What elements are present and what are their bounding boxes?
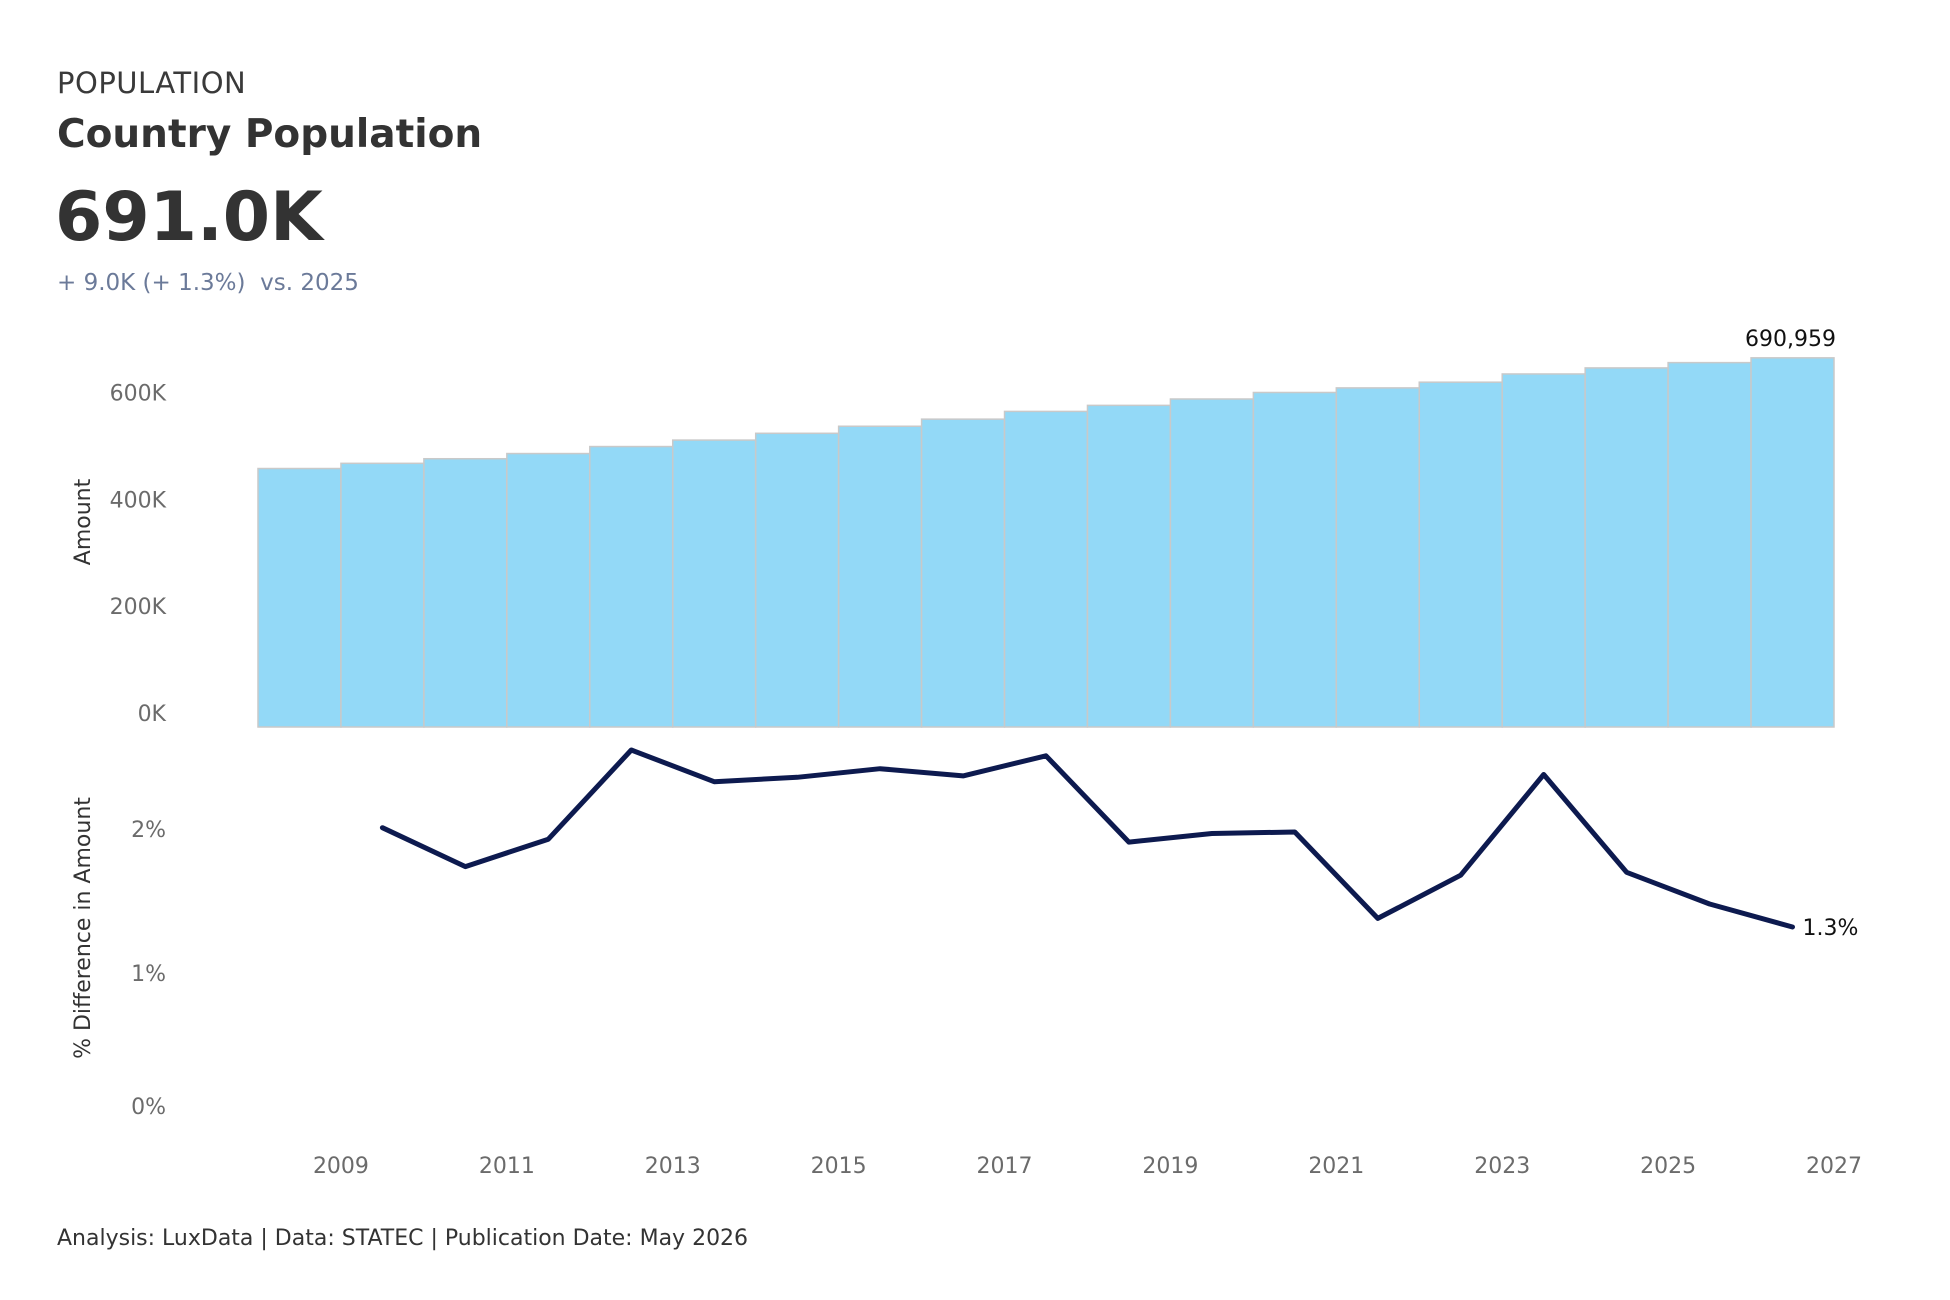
bar-ytick-label: 400K (110, 488, 167, 513)
bar-2026 (1750, 357, 1835, 728)
bar-2018 (1086, 404, 1172, 728)
bar-ytick-label: 0K (138, 702, 167, 727)
bar-2010 (423, 457, 508, 728)
bar-2015 (837, 425, 923, 728)
chart-kicker: POPULATION (57, 66, 247, 100)
kpi-delta-compare: vs. 2025 (260, 270, 359, 296)
x-tick-label: 2025 (1640, 1154, 1696, 1179)
kpi-value: 691.0K (55, 178, 323, 257)
bar-2009 (340, 462, 425, 728)
bar-ytick-label: 600K (110, 381, 167, 406)
x-tick-label: 2021 (1308, 1154, 1364, 1179)
bar-ylabel: Amount (71, 478, 96, 565)
bar-2012 (589, 445, 674, 728)
line-ylabel: % Difference in Amount (71, 797, 96, 1059)
bar-value-label: 690,959 (1745, 327, 1836, 352)
x-tick-label: 2023 (1474, 1154, 1530, 1179)
line-value-label: 1.3% (1803, 916, 1859, 941)
bar-2019 (1169, 398, 1255, 728)
bar-2008 (257, 467, 342, 728)
bar-2014 (754, 432, 840, 728)
kpi-delta-change: + 9.0K (+ 1.3%) (57, 270, 246, 296)
footer-source: Analysis: LuxData | Data: STATEC | Publi… (57, 1226, 749, 1251)
x-tick-label: 2027 (1806, 1154, 1862, 1179)
kpi-delta: + 9.0K (+ 1.3%) vs. 2025 (57, 270, 359, 296)
bar-ytick-label: 200K (110, 595, 167, 620)
bar-2013 (671, 439, 757, 728)
bar-2024 (1584, 367, 1669, 728)
line-ytick-label: 2% (131, 818, 166, 843)
bar-2020 (1252, 391, 1338, 728)
x-tick-label: 2019 (1142, 1154, 1198, 1179)
line-series (379, 747, 1795, 930)
line-ytick-label: 1% (131, 962, 166, 987)
x-tick-label: 2015 (811, 1154, 867, 1179)
x-tick-label: 2017 (977, 1154, 1033, 1179)
bar-2011 (506, 452, 591, 728)
x-tick-label: 2009 (313, 1154, 369, 1179)
bar-2022 (1418, 381, 1503, 728)
x-tick-label: 2013 (645, 1154, 701, 1179)
x-tick-label: 2011 (479, 1154, 535, 1179)
bar-2016 (920, 418, 1006, 728)
bar-2021 (1335, 387, 1421, 728)
line-ytick-label: 0% (131, 1095, 166, 1120)
chart-title: Country Population (57, 112, 483, 157)
bar-2023 (1501, 373, 1586, 728)
bar-2017 (1003, 410, 1089, 728)
bar-2025 (1667, 361, 1752, 728)
